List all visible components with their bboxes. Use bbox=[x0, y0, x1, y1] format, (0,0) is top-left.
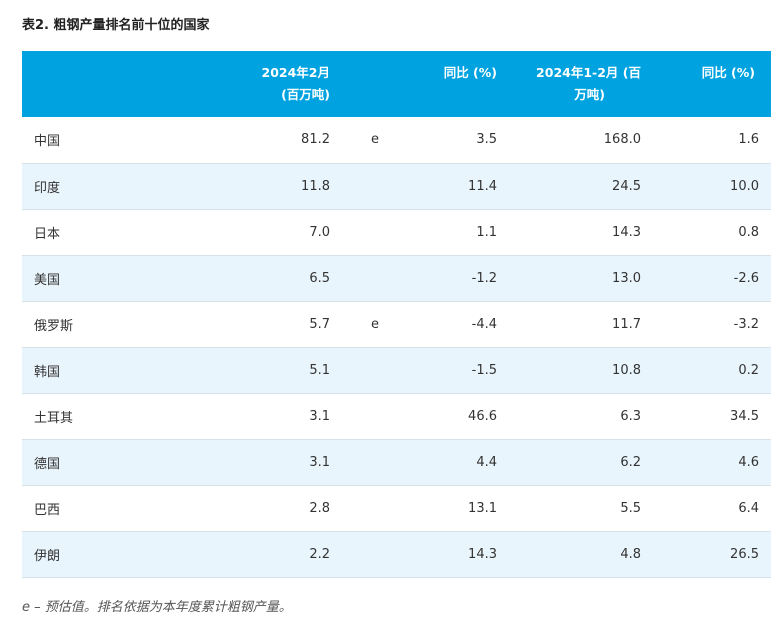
cell-ytd-production: 11.7 bbox=[612, 316, 641, 332]
header-country bbox=[22, 51, 162, 117]
cell-country: 中国 bbox=[34, 134, 61, 150]
cell-country: 伊朗 bbox=[34, 548, 61, 564]
cell-ytd-yoy: 26.5 bbox=[730, 546, 759, 562]
cell-feb-production: 5.1 bbox=[309, 362, 330, 378]
cell-feb-yoy: -4.4 bbox=[471, 316, 497, 332]
cell-ytd-production: 14.3 bbox=[612, 224, 641, 240]
cell-ytd-production: 4.8 bbox=[620, 546, 641, 562]
cell-feb-production: 11.8 bbox=[301, 178, 330, 194]
cell-feb-production: 5.7 bbox=[309, 316, 330, 332]
table-row: 韩国 5.1 -1.5 10.8 0.2 bbox=[22, 347, 771, 393]
table-row: 土耳其 3.1 46.6 6.3 34.5 bbox=[22, 393, 771, 439]
table-caption: 表2. 粗钢产量排名前十位的国家 bbox=[22, 18, 210, 33]
table-body: 中国 81.2 e 3.5 168.0 1.6 印度 11.8 11.4 24.5 10.0 日本 7.… bbox=[22, 117, 771, 577]
cell-feb-production: 6.5 bbox=[309, 270, 330, 286]
cell-estimate-flag bbox=[346, 255, 406, 301]
cell-country: 俄罗斯 bbox=[34, 318, 74, 334]
table-row: 德国 3.1 4.4 6.2 4.6 bbox=[22, 439, 771, 485]
cell-ytd-production: 24.5 bbox=[612, 178, 641, 194]
cell-feb-yoy: -1.2 bbox=[471, 270, 497, 286]
cell-ytd-yoy: -2.6 bbox=[733, 270, 759, 286]
cell-feb-production: 81.2 bbox=[301, 132, 330, 148]
table-row: 印度 11.8 11.4 24.5 10.0 bbox=[22, 163, 771, 209]
cell-feb-yoy: 14.3 bbox=[468, 546, 497, 562]
cell-estimate-flag bbox=[346, 163, 406, 209]
cell-country: 印度 bbox=[34, 180, 61, 196]
cell-country: 日本 bbox=[34, 226, 61, 242]
cell-feb-yoy: 13.1 bbox=[468, 500, 497, 516]
header-feb-yoy: 同比 (%) bbox=[406, 51, 508, 117]
cell-feb-yoy: 46.6 bbox=[468, 408, 497, 424]
cell-country: 德国 bbox=[34, 456, 61, 472]
header-feb-line2: (百万吨) bbox=[281, 87, 330, 102]
cell-country: 巴西 bbox=[34, 502, 61, 518]
cell-estimate-flag bbox=[346, 347, 406, 393]
cell-estimate-flag bbox=[346, 209, 406, 255]
cell-ytd-production: 168.0 bbox=[603, 132, 641, 148]
table-row: 美国 6.5 -1.2 13.0 -2.6 bbox=[22, 255, 771, 301]
table-header-row: 2024年2月 (百万吨) 同比 (%) 2024年1-2月 (百 万吨) 同比… bbox=[22, 51, 771, 117]
cell-ytd-yoy: 10.0 bbox=[730, 178, 759, 194]
cell-feb-yoy: 4.4 bbox=[476, 454, 497, 470]
cell-feb-yoy: 3.5 bbox=[476, 132, 497, 148]
cell-estimate-flag: e bbox=[371, 132, 379, 148]
cell-country: 美国 bbox=[34, 272, 61, 288]
header-ytd-yoy-label: 同比 (%) bbox=[701, 65, 755, 80]
table-row: 日本 7.0 1.1 14.3 0.8 bbox=[22, 209, 771, 255]
header-ytd-yoy: 同比 (%) bbox=[652, 51, 771, 117]
cell-feb-production: 7.0 bbox=[309, 224, 330, 240]
cell-country: 韩国 bbox=[34, 364, 61, 380]
steel-production-table: 2024年2月 (百万吨) 同比 (%) 2024年1-2月 (百 万吨) 同比… bbox=[22, 51, 771, 578]
table-row: 巴西 2.8 13.1 5.5 6.4 bbox=[22, 485, 771, 531]
cell-feb-yoy: 11.4 bbox=[468, 178, 497, 194]
cell-ytd-yoy: 6.4 bbox=[738, 500, 759, 516]
cell-estimate-flag bbox=[346, 439, 406, 485]
cell-estimate-flag: e bbox=[371, 316, 379, 332]
cell-ytd-production: 6.2 bbox=[620, 454, 641, 470]
header-feb-line1: 2024年2月 bbox=[261, 65, 331, 80]
cell-ytd-production: 10.8 bbox=[612, 362, 641, 378]
cell-ytd-production: 5.5 bbox=[620, 500, 641, 516]
footnote: e – 预估值。排名依据为本年度累计粗钢产量。 bbox=[22, 600, 292, 615]
table-row: 中国 81.2 e 3.5 168.0 1.6 bbox=[22, 117, 771, 163]
cell-ytd-yoy: -3.2 bbox=[733, 316, 759, 332]
header-feb-yoy-label: 同比 (%) bbox=[443, 65, 497, 80]
table-row: 俄罗斯 5.7 e -4.4 11.7 -3.2 bbox=[22, 301, 771, 347]
header-ytd-line2: 万吨) bbox=[574, 87, 605, 102]
cell-ytd-yoy: 4.6 bbox=[738, 454, 759, 470]
header-ytd-production: 2024年1-2月 (百 万吨) bbox=[508, 51, 652, 117]
cell-country: 土耳其 bbox=[34, 410, 74, 426]
cell-estimate-flag bbox=[346, 485, 406, 531]
cell-feb-yoy: -1.5 bbox=[471, 362, 497, 378]
cell-ytd-yoy: 0.8 bbox=[738, 224, 759, 240]
cell-estimate-flag bbox=[346, 531, 406, 577]
cell-feb-production: 2.2 bbox=[309, 546, 330, 562]
cell-ytd-yoy: 1.6 bbox=[738, 132, 759, 148]
cell-estimate-flag bbox=[346, 393, 406, 439]
cell-feb-yoy: 1.1 bbox=[476, 224, 497, 240]
cell-ytd-production: 13.0 bbox=[612, 270, 641, 286]
cell-ytd-production: 6.3 bbox=[620, 408, 641, 424]
header-ytd-line1: 2024年1-2月 (百 bbox=[536, 65, 641, 80]
table-row: 伊朗 2.2 14.3 4.8 26.5 bbox=[22, 531, 771, 577]
cell-ytd-yoy: 0.2 bbox=[738, 362, 759, 378]
cell-ytd-yoy: 34.5 bbox=[730, 408, 759, 424]
cell-feb-production: 2.8 bbox=[309, 500, 330, 516]
header-flag bbox=[346, 51, 406, 117]
header-feb-production: 2024年2月 (百万吨) bbox=[162, 51, 346, 117]
cell-feb-production: 3.1 bbox=[309, 454, 330, 470]
cell-feb-production: 3.1 bbox=[309, 408, 330, 424]
